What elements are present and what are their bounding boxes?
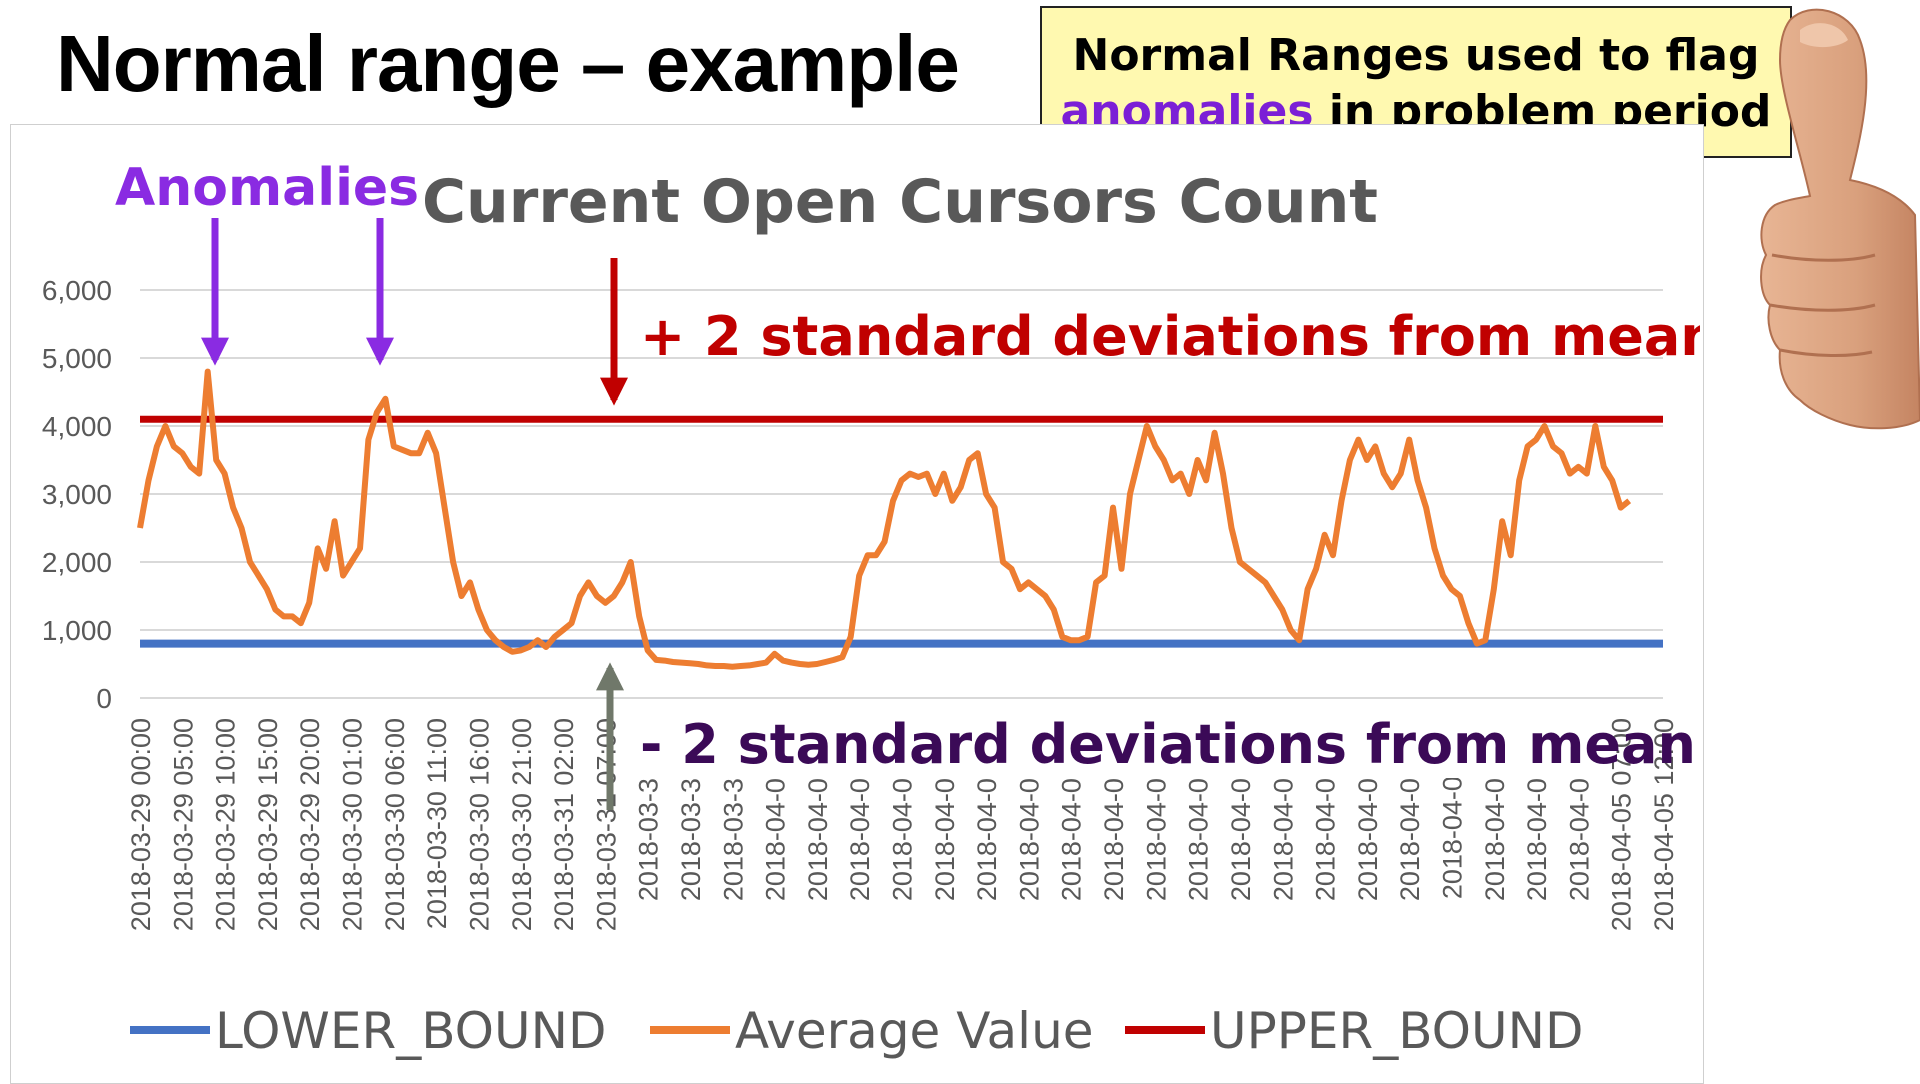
y-tick-label: 6,000: [42, 275, 112, 306]
x-tick-label: 2018-03-29 15:00: [253, 718, 283, 931]
y-tick-label: 3,000: [42, 479, 112, 510]
x-tick-label: 2018-03-29 00:00: [126, 718, 156, 931]
x-tick-label: 2018-03-30 11:00: [422, 718, 452, 929]
legend-label-average: Average Value: [735, 1002, 1094, 1060]
x-tick-label: 2018-04-05 07:00: [1607, 718, 1637, 931]
slide-title: Normal range – example: [56, 19, 960, 108]
finger-line-3: [1779, 348, 1873, 357]
grid-lines: [140, 289, 1663, 699]
x-tick-label: 2018-03-30 06:00: [380, 718, 410, 931]
x-tick-label: 2018-03-30 01:00: [338, 718, 368, 931]
chart-title: Current Open Cursors Count: [422, 167, 1378, 237]
y-tick-label: 5,000: [42, 343, 112, 374]
legend-label-upper: UPPER_BOUND: [1210, 1002, 1584, 1060]
anomalies-label: Anomalies: [115, 158, 419, 218]
thumbnail: [1800, 23, 1848, 48]
lower-annotation-bg: [630, 712, 1600, 778]
y-axis-ticks: 0 1,000 2,000 3,000 4,000 5,000 6,000: [42, 275, 112, 714]
y-tick-label: 2,000: [42, 547, 112, 578]
x-tick-label: 2018-03-29 10:00: [211, 718, 241, 931]
x-tick-label: 2018-03-30 21:00: [507, 718, 537, 931]
callout-line-1: Normal Ranges used to flag: [1072, 30, 1760, 81]
upper-annotation: + 2 standard deviations from mean: [640, 305, 1700, 368]
x-axis-ticks: 2018-03-29 00:00 2018-03-29 05:00 2018-03-…: [126, 718, 1679, 931]
x-tick-label: 2018-03-30 16:00: [464, 718, 494, 931]
y-tick-label: 1,000: [42, 615, 112, 646]
finger-line-1: [1771, 253, 1876, 262]
y-tick-label: 4,000: [42, 411, 112, 442]
y-tick-label: 0: [96, 683, 112, 714]
average-value-line: [137, 368, 1632, 670]
x-tick-label: 2018-03-29 20:00: [295, 718, 325, 931]
thumbs-up-hand-illustration: [1760, 8, 1920, 430]
chart: Current Open Cursors Count 0 1,000 2,000 3,…: [42, 158, 1700, 1060]
x-tick-label: 2018-03-31 07:00: [591, 718, 621, 931]
x-tick-label: 2018-04-05 12:00: [1649, 718, 1679, 931]
finger-line-2: [1769, 303, 1876, 312]
x-tick-label: 2018-03-29 05:00: [168, 718, 198, 931]
x-tick-label: 2018-03-31 02:00: [549, 718, 579, 931]
legend-label-lower: LOWER_BOUND: [215, 1002, 606, 1060]
thumb-shape: [1760, 8, 1920, 430]
lower-annotation: - 2 standard deviations from mean: [640, 713, 1696, 776]
legend: LOWER_BOUND Average Value UPPER_BOUND: [130, 1002, 1584, 1060]
